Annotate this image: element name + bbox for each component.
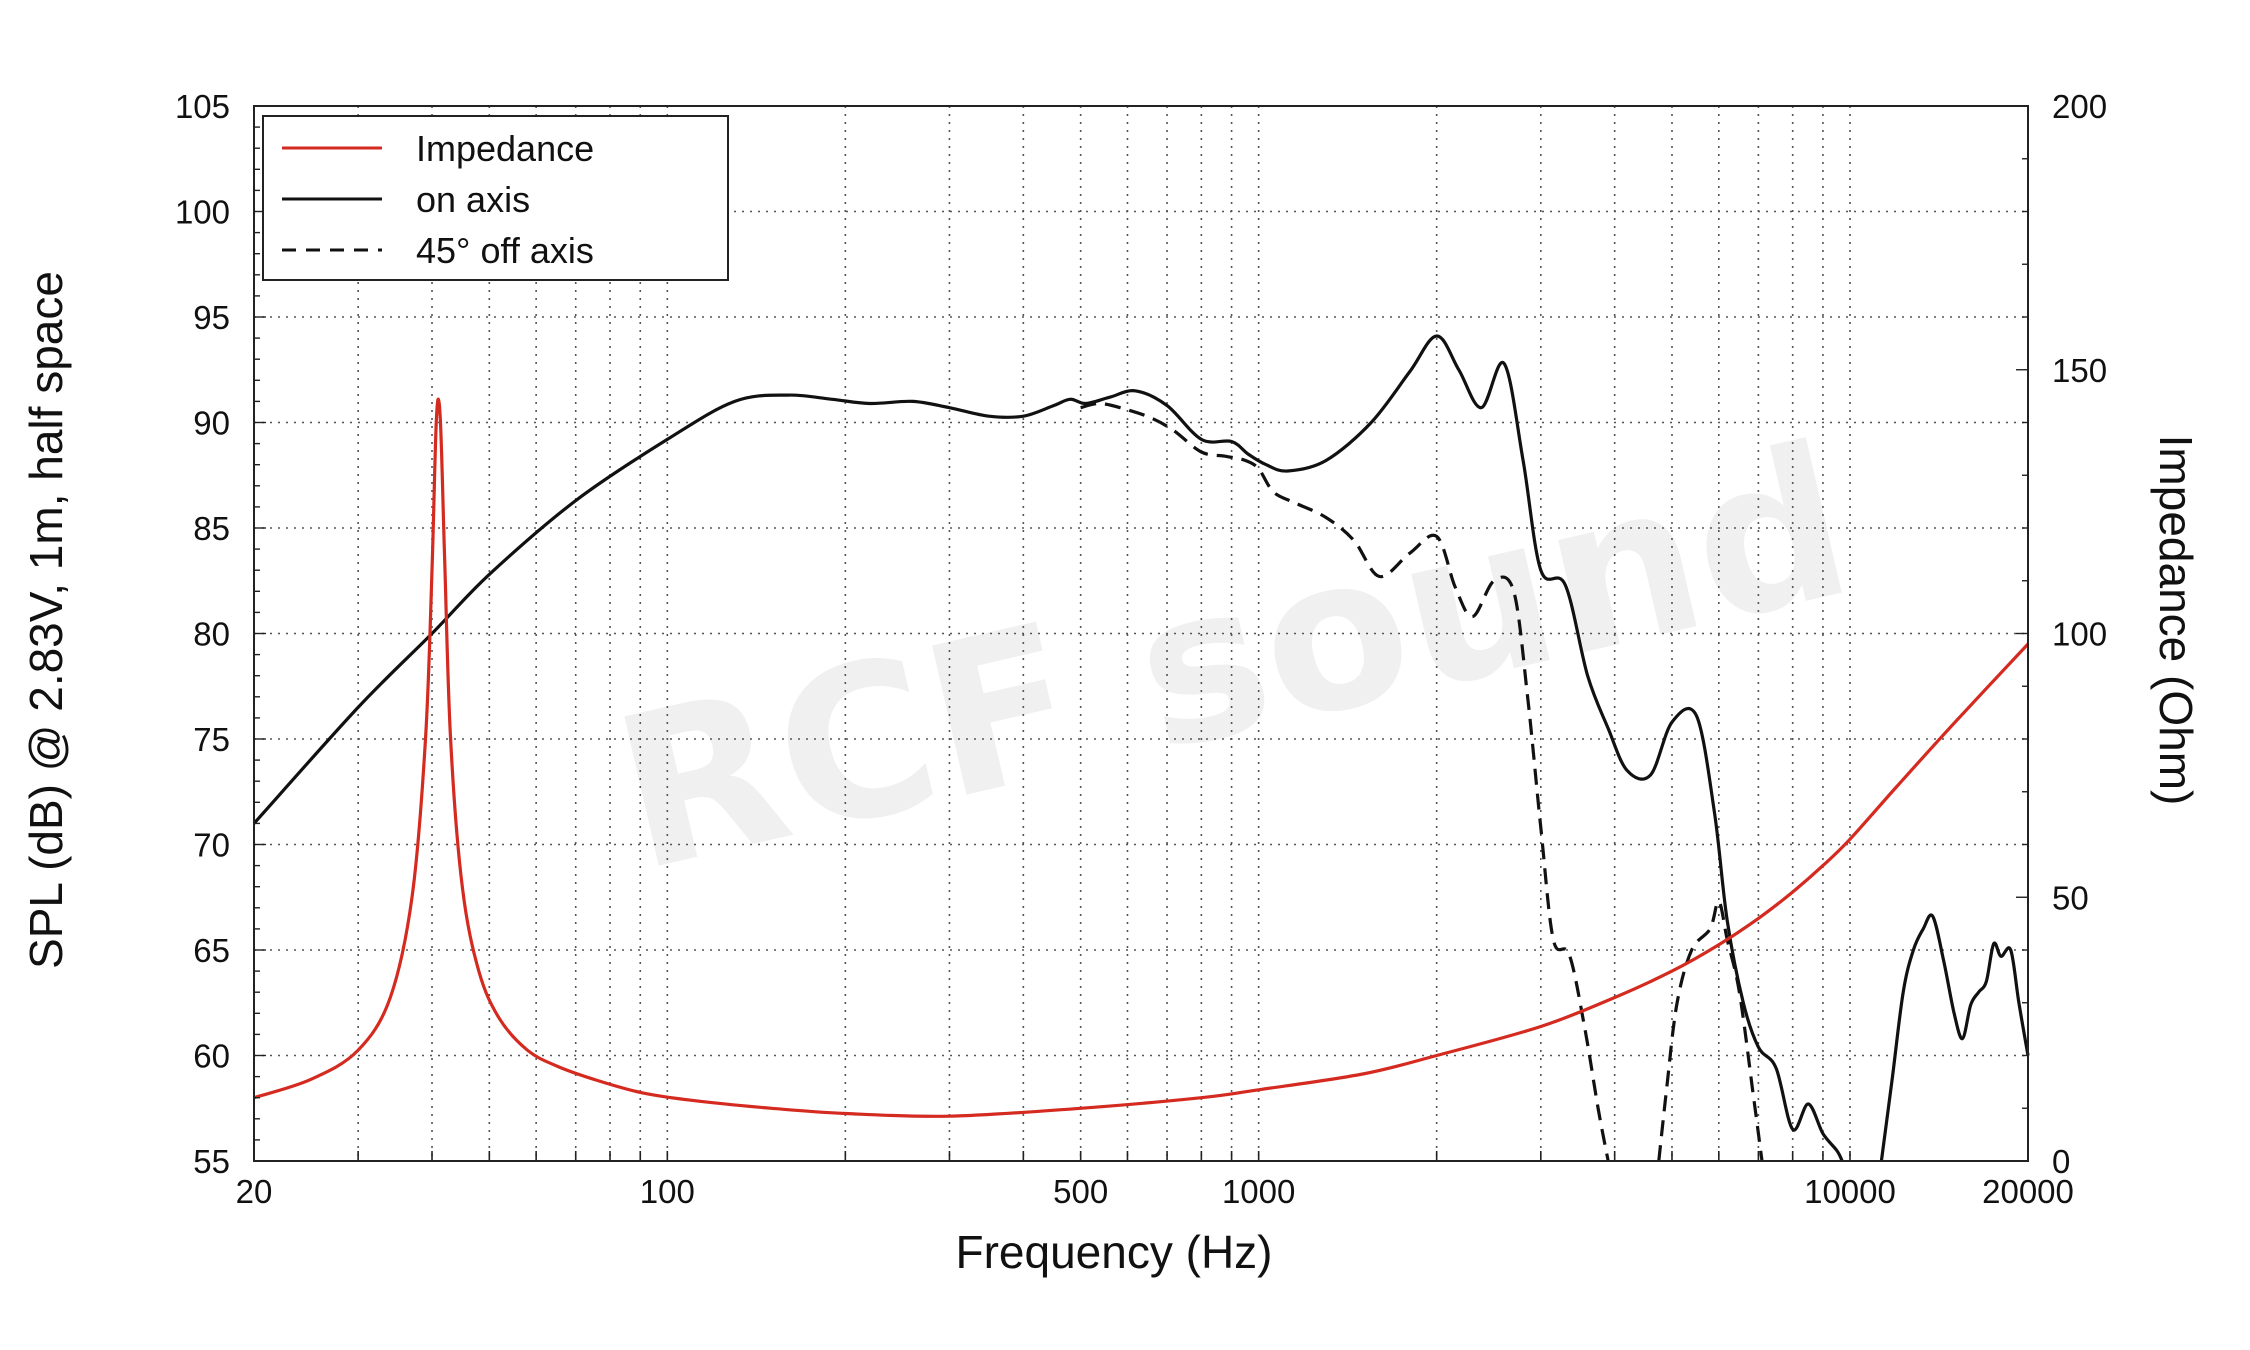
series-line-impedance bbox=[253, 397, 2030, 1118]
y-right-tick-label: 0 bbox=[2052, 1143, 2070, 1180]
y-right-tick-label: 50 bbox=[2052, 879, 2089, 916]
x-axis-title: Frequency (Hz) bbox=[956, 1226, 1273, 1278]
series-line-on-axis bbox=[1879, 913, 2030, 1162]
x-tick-label: 1000 bbox=[1222, 1173, 1295, 1210]
y-left-tick-label: 105 bbox=[175, 88, 230, 125]
y-right-tick-label: 150 bbox=[2052, 352, 2107, 389]
y-left-tick-label: 65 bbox=[193, 932, 230, 969]
series-line-45-off-axis bbox=[1657, 899, 1764, 1162]
y-left-tick-label: 55 bbox=[193, 1143, 230, 1180]
x-tick-label: 10000 bbox=[1804, 1173, 1896, 1210]
y-axis-right-title: Impedance (Ohm) bbox=[2150, 435, 2202, 806]
y-left-tick-label: 75 bbox=[193, 721, 230, 758]
y-axis-left-title: SPL (dB) @ 2.83V, 1m, half space bbox=[20, 271, 72, 969]
legend: Impedance on axis 45° off axis bbox=[262, 115, 729, 281]
y-left-tick-label: 90 bbox=[193, 405, 230, 442]
series-line-45-off-axis bbox=[1080, 401, 1610, 1162]
x-tick-label: 100 bbox=[640, 1173, 695, 1210]
y-left-tick-label: 95 bbox=[193, 299, 230, 336]
y-right-tick-label: 100 bbox=[2052, 616, 2107, 653]
ticks bbox=[254, 105, 2028, 1162]
watermark-text: RCF sound bbox=[596, 399, 1870, 919]
legend-label-off-axis: 45° off axis bbox=[416, 230, 594, 271]
legend-label-on-axis: on axis bbox=[416, 179, 530, 220]
y-left-tick-label: 70 bbox=[193, 827, 230, 864]
tick-labels: 20 100 500 1000 10000 20000556065707580859095… bbox=[175, 88, 2107, 1210]
series-layer bbox=[252, 334, 2030, 1162]
x-tick-label: 500 bbox=[1053, 1173, 1108, 1210]
legend-label-impedance: Impedance bbox=[416, 128, 594, 169]
y-right-tick-label: 200 bbox=[2052, 88, 2107, 125]
series-line-on-axis bbox=[252, 334, 1844, 1162]
x-tick-label: 20 bbox=[236, 1173, 273, 1210]
y-left-tick-label: 80 bbox=[193, 616, 230, 653]
y-left-tick-label: 60 bbox=[193, 1038, 230, 1075]
y-left-tick-label: 100 bbox=[175, 194, 230, 231]
watermark: RCF sound bbox=[596, 399, 1870, 919]
x-tick-label: 20000 bbox=[1982, 1173, 2074, 1210]
y-left-tick-label: 85 bbox=[193, 510, 230, 547]
